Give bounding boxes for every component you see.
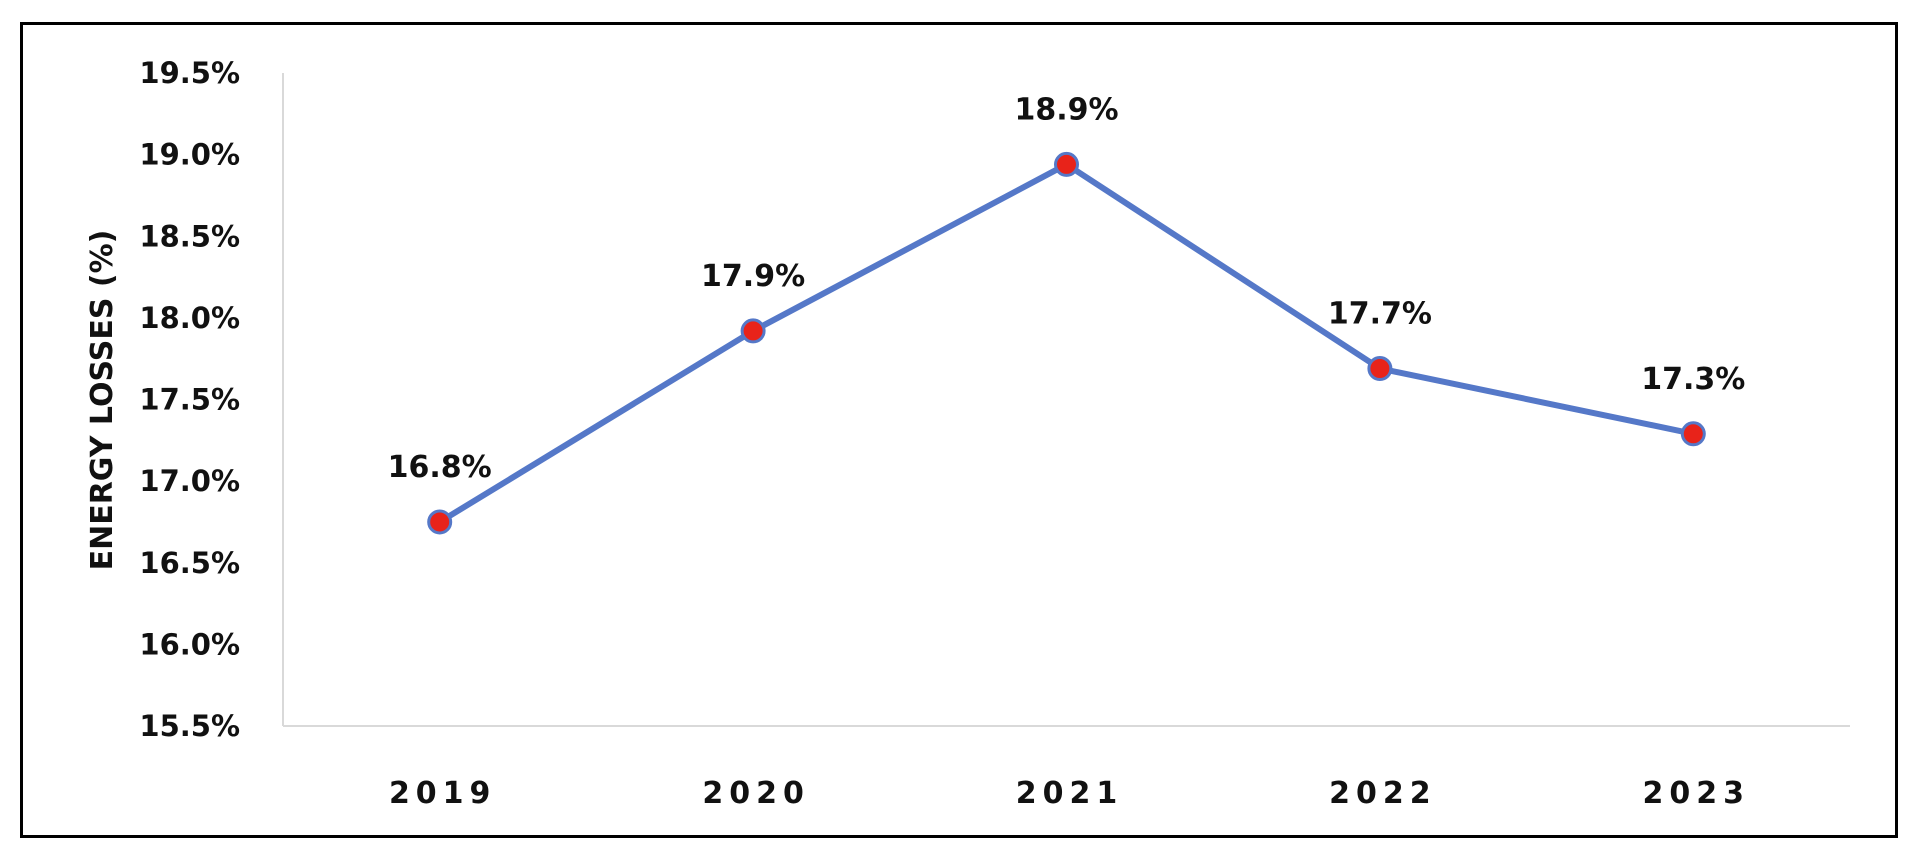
- y-tick-labels: 15.5% 16.0% 16.5% 17.0% 17.5% 18.0% 18.5% 19.0%…: [139, 56, 240, 743]
- y-tick-label: 15.5%: [139, 709, 240, 743]
- x-tick-label: 2022: [1329, 776, 1437, 811]
- data-marker: [1367, 355, 1393, 381]
- data-marker: [427, 509, 453, 535]
- data-markers: [427, 151, 1706, 535]
- x-tick-label: 2021: [1016, 776, 1124, 811]
- x-tick-labels: 2019 2020 2021 2022 2023: [389, 776, 1751, 811]
- data-marker: [1054, 151, 1079, 177]
- data-marker: [1680, 421, 1706, 447]
- y-axis-label: ENERGY LOSSES (%): [85, 230, 120, 571]
- data-label: 17.3%: [1641, 362, 1745, 397]
- x-tick-label: 2019: [389, 776, 497, 811]
- axes: [282, 73, 1850, 727]
- y-tick-label: 19.0%: [139, 138, 240, 172]
- y-tick-label: 16.5%: [139, 546, 240, 580]
- y-tick-label: 19.5%: [139, 56, 240, 90]
- series-line: [438, 161, 1694, 525]
- data-label: 16.8%: [388, 450, 492, 485]
- y-tick-label: 18.5%: [139, 219, 240, 253]
- x-tick-label: 2020: [702, 776, 810, 811]
- x-tick-label: 2023: [1643, 776, 1751, 811]
- data-label: 17.7%: [1328, 296, 1432, 331]
- y-tick-label: 18.0%: [139, 301, 240, 335]
- y-tick-label: 16.0%: [139, 627, 240, 661]
- data-label: 17.9%: [701, 259, 805, 294]
- y-tick-label: 17.0%: [139, 464, 240, 498]
- data-label: 18.9%: [1014, 92, 1118, 127]
- y-tick-label: 17.5%: [139, 383, 240, 417]
- data-marker: [740, 318, 766, 344]
- chart-frame: [20, 22, 1898, 838]
- series-line-path: [438, 161, 1694, 525]
- data-labels: 16.8% 17.9% 18.9% 17.7% 17.3%: [388, 92, 1746, 485]
